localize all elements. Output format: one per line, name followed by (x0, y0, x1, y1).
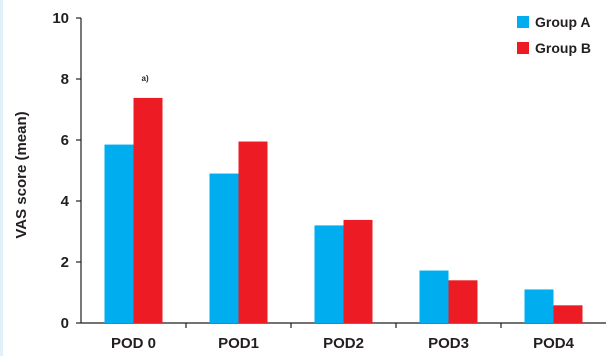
x-tick-label: POD3 (428, 335, 469, 352)
legend-swatch-group-a (517, 16, 529, 28)
bar-group-b-pod-0 (133, 97, 163, 323)
bar-group-a-pod3 (419, 270, 449, 323)
bars (104, 97, 583, 323)
bar-group-b-pod2 (343, 219, 373, 323)
y-tick-label: 8 (61, 71, 69, 88)
legend-label: Group A (535, 14, 590, 30)
x-tick-label: POD2 (323, 335, 364, 352)
x-tick-label: POD 0 (111, 335, 156, 352)
y-tick-label: 0 (61, 315, 69, 332)
labels: POD 0 POD1 POD2 POD3 POD4 a) (111, 74, 575, 352)
bar-group-a-pod-0 (104, 144, 134, 323)
annotation-label: a) (142, 74, 149, 83)
x-tick-label: POD4 (533, 335, 575, 352)
y-tick-label: 2 (61, 254, 69, 271)
x-tick-label: POD1 (218, 335, 259, 352)
bar-group-a-pod1 (209, 173, 239, 323)
legend: Group A Group B (517, 14, 591, 56)
axes: 0 2 4 6 8 10 (52, 10, 606, 332)
legend-swatch-group-b (517, 42, 529, 54)
bar-group-a-pod4 (524, 289, 554, 323)
y-tick-label: 4 (61, 193, 70, 210)
y-axis-title: VAS score (mean) (13, 111, 30, 238)
bar-group-a-pod2 (314, 225, 344, 323)
y-tick-label: 10 (52, 10, 69, 27)
bar-group-b-pod4 (553, 305, 583, 323)
y-tick-label: 6 (61, 132, 69, 149)
bar-group-b-pod3 (448, 280, 478, 323)
legend-label: Group B (535, 40, 591, 56)
bar-group-b-pod1 (238, 141, 268, 323)
